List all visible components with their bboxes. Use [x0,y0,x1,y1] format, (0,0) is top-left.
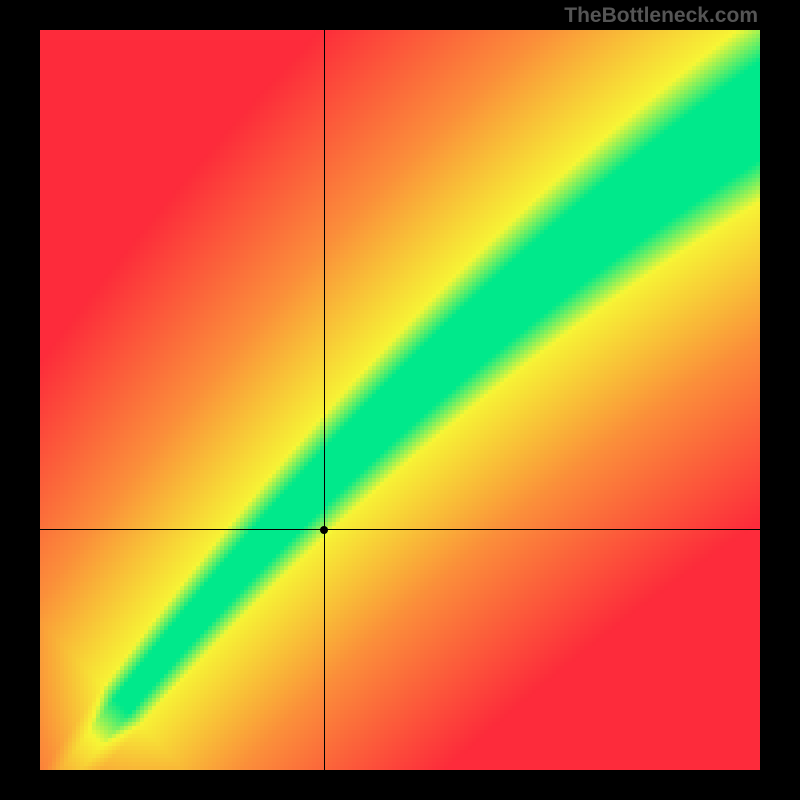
crosshair-horizontal [40,529,760,530]
selection-marker [320,526,328,534]
figure-container: TheBottleneck.com [0,0,800,800]
bottleneck-heatmap [40,30,760,770]
crosshair-vertical [324,30,325,770]
watermark-text: TheBottleneck.com [564,4,758,28]
